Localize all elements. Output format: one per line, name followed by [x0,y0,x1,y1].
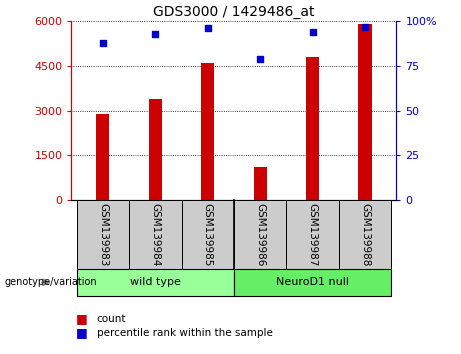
Text: GSM139983: GSM139983 [98,203,108,266]
Bar [149,99,162,200]
Point [256,56,264,62]
Bar [201,63,214,200]
Text: percentile rank within the sample: percentile rank within the sample [97,328,273,338]
Bar [306,57,319,200]
Text: wild type: wild type [130,277,181,287]
Bar [359,24,372,200]
Bar [234,269,391,296]
Title: GDS3000 / 1429486_at: GDS3000 / 1429486_at [153,5,315,19]
Point [309,29,316,35]
Point [361,24,369,29]
Text: GSM139984: GSM139984 [150,203,160,266]
Bar [77,269,234,296]
Text: GSM139987: GSM139987 [307,203,318,266]
Text: GSM139986: GSM139986 [255,203,265,266]
Point [99,40,106,46]
Bar [339,200,391,269]
Bar [77,200,129,269]
Bar [286,200,339,269]
Bar [96,114,109,200]
Bar [234,200,286,269]
Text: ■: ■ [76,326,88,339]
Text: count: count [97,314,126,324]
Bar [182,200,234,269]
Bar [129,200,182,269]
Text: ■: ■ [76,312,88,325]
Text: NeuroD1 null: NeuroD1 null [276,277,349,287]
Text: GSM139988: GSM139988 [360,203,370,266]
Text: GSM139985: GSM139985 [203,203,213,266]
Point [204,25,212,31]
Bar [254,167,267,200]
Text: genotype/variation: genotype/variation [5,277,97,287]
Point [152,31,159,36]
